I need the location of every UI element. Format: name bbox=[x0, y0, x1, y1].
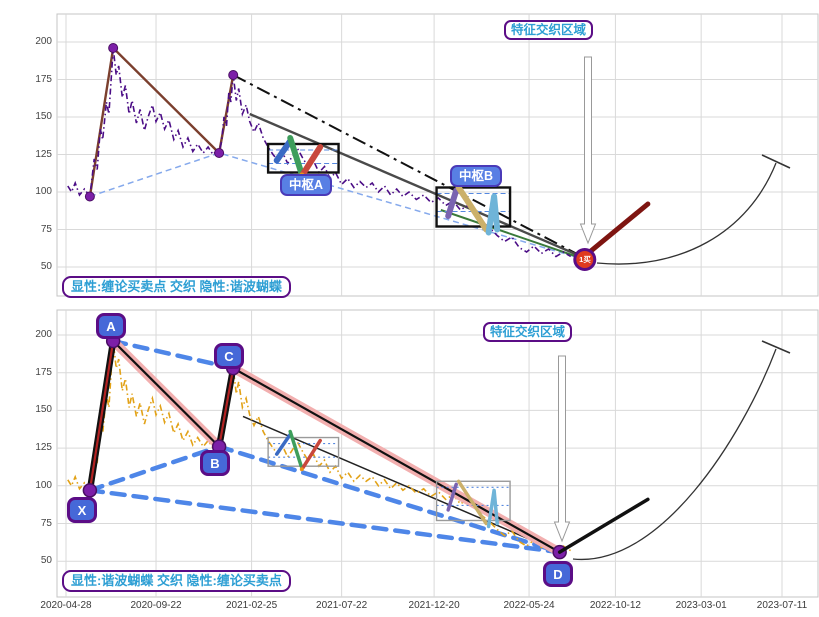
buy-marker-text: 1买 bbox=[579, 255, 591, 264]
bottom-marks bbox=[82, 333, 791, 560]
harmonic-leg-ab bbox=[112, 340, 220, 448]
arc-end-cap-bottom bbox=[761, 340, 791, 354]
feature-zone-arrow-top bbox=[579, 56, 597, 245]
x-tick-label: 2020-04-28 bbox=[40, 600, 92, 611]
top-marks bbox=[84, 43, 791, 271]
y-tick-label: 200 bbox=[35, 36, 52, 47]
trend-dashdot-line bbox=[232, 74, 586, 259]
x-tick-label: 2021-02-25 bbox=[226, 600, 278, 611]
x-tick-label: 2023-07-11 bbox=[756, 600, 808, 611]
zhongshu-a-box-bottom bbox=[267, 429, 340, 472]
harmonic-dashed-ac bbox=[110, 338, 236, 371]
caption-bottom: 显性:谐波蝴蝶 交织 隐性:缠论买卖点 bbox=[62, 570, 291, 592]
harmonic-point-label-d: D bbox=[543, 561, 573, 587]
x-tick-label: 2020-09-22 bbox=[130, 600, 182, 611]
price-line-top bbox=[67, 47, 572, 258]
breakout-ray-bottom bbox=[557, 497, 650, 554]
harmonic-point-label-a: A bbox=[96, 313, 126, 339]
zhongshu-a-label: 中枢A bbox=[280, 174, 333, 196]
top-layer bbox=[67, 45, 586, 261]
chan-pivot-dot bbox=[214, 148, 225, 158]
chan-pivot-dot bbox=[108, 43, 119, 53]
bottom-layer bbox=[67, 336, 572, 557]
support-dashed-line bbox=[89, 152, 586, 261]
feature-zone-label-top: 特征交织区域 bbox=[504, 20, 594, 40]
segment-line-bottom bbox=[242, 415, 560, 553]
arc-end-cap-top bbox=[761, 154, 791, 169]
y-tick-label: 100 bbox=[35, 479, 52, 491]
buy-marker-circle bbox=[573, 248, 597, 271]
harmonic-dashed-xb bbox=[87, 444, 222, 493]
y-tick-label: 200 bbox=[35, 329, 52, 340]
feature-zone-arrow-bottom bbox=[553, 355, 571, 543]
harmonic-leg-cd bbox=[232, 367, 561, 554]
x-tick-label: 2021-07-22 bbox=[316, 600, 368, 611]
price-line-bottom bbox=[67, 340, 572, 552]
y-tick-label: 175 bbox=[35, 73, 52, 85]
harmonic-point-label-x: X bbox=[67, 497, 97, 523]
chan-segment-line bbox=[88, 45, 235, 197]
harmonic-point-label-c: C bbox=[214, 343, 244, 369]
y-tick-label: 50 bbox=[40, 555, 52, 567]
chan-pivot-dot bbox=[228, 70, 239, 80]
harmonic-leg-core-xa bbox=[88, 340, 115, 491]
down-segment-line bbox=[249, 112, 586, 260]
y-tick-label: 175 bbox=[35, 366, 52, 378]
projection-arc-bottom bbox=[572, 348, 777, 560]
feature-zone-label-bottom: 特征交织区域 bbox=[483, 322, 573, 342]
y-tick-label: 100 bbox=[35, 186, 52, 197]
x-tick-label: 2023-03-01 bbox=[675, 600, 727, 611]
x-tick-label: 2022-05-24 bbox=[503, 600, 555, 611]
x-tick-label: 2021-12-20 bbox=[408, 600, 460, 611]
y-tick-label: 125 bbox=[35, 148, 52, 160]
harmonic-dashed-xd bbox=[87, 488, 562, 555]
y-tick-label: 150 bbox=[35, 404, 52, 416]
harmonic-leg-core-bc bbox=[218, 367, 235, 447]
zhongshu-b-box bbox=[435, 184, 512, 236]
zhongshu-b-label: 中枢B bbox=[450, 165, 503, 187]
y-tick-label: 75 bbox=[40, 517, 52, 529]
x-tick-label: 2022-10-12 bbox=[589, 600, 641, 611]
top-grid bbox=[56, 13, 819, 297]
caption-top: 显性:缠论买卖点 交织 隐性:谐波蝴蝶 bbox=[62, 276, 291, 298]
bottom-grid bbox=[56, 309, 819, 598]
zhongshu-a-box bbox=[266, 135, 340, 179]
y-tick-label: 150 bbox=[35, 111, 52, 122]
chan-pivot-dot bbox=[84, 191, 95, 202]
harmonic-dashed-bd bbox=[216, 444, 562, 555]
y-tick-label: 125 bbox=[35, 442, 52, 454]
breakout-ray-top bbox=[583, 201, 651, 258]
harmonic-point-dot-x bbox=[82, 483, 98, 498]
zhongshu-b-box-bottom bbox=[435, 479, 511, 529]
y-tick-label: 50 bbox=[40, 261, 52, 272]
green-segment-line bbox=[440, 209, 586, 261]
projection-arc-top bbox=[596, 162, 777, 265]
y-tick-label: 75 bbox=[40, 223, 52, 235]
harmonic-point-label-b: B bbox=[200, 450, 230, 476]
